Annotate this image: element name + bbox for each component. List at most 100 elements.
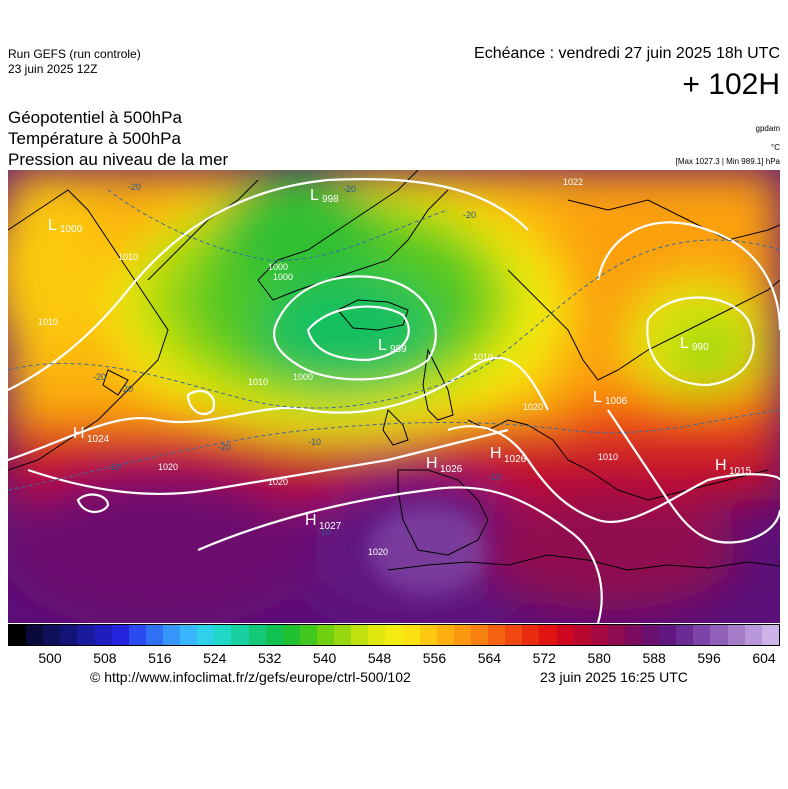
svg-text:H: H <box>426 455 438 472</box>
isobar-label: 1000 <box>273 272 293 282</box>
isobar-label: 1022 <box>563 177 583 187</box>
colorbar-swatch <box>197 625 215 645</box>
svg-text:998: 998 <box>322 194 339 205</box>
isobar-label: 1000 <box>268 262 288 272</box>
colorbar-tick-label: 596 <box>697 650 721 666</box>
colorbar-swatch <box>710 625 728 645</box>
isobar-label: 1020 <box>268 477 288 487</box>
svg-text:H: H <box>305 512 317 529</box>
svg-text:L: L <box>378 337 387 354</box>
colorbar-swatch <box>744 625 762 645</box>
temp-label: -10 <box>308 437 321 447</box>
colorbar-swatch <box>111 625 129 645</box>
temp-label: -20 <box>343 184 356 194</box>
colorbar-swatch <box>693 625 711 645</box>
colorbar-swatch <box>505 625 523 645</box>
colorbar-swatch <box>385 625 403 645</box>
colorbar-tick-label: 500 <box>38 650 62 666</box>
svg-text:1006: 1006 <box>605 396 628 407</box>
temp-label: -10 <box>318 527 331 537</box>
colorbar <box>8 624 780 646</box>
svg-text:H: H <box>715 457 727 474</box>
svg-text:990: 990 <box>692 342 709 353</box>
temp-label: -20 <box>218 442 231 452</box>
colorbar-swatch <box>231 625 249 645</box>
colorbar-swatch <box>60 625 78 645</box>
colorbar-swatch <box>128 625 146 645</box>
high-center: H 1026 <box>490 445 527 465</box>
low-center: L 1000 <box>48 217 83 235</box>
colorbar-swatch <box>539 625 557 645</box>
isobar-label: 1010 <box>598 452 618 462</box>
isobar-label: 1010 <box>473 352 493 362</box>
temp-label: -20 <box>120 384 133 394</box>
run-date: 23 juin 2025 12Z <box>8 62 98 76</box>
svg-text:L: L <box>310 187 319 204</box>
unit-gpdam: gpdam <box>755 124 780 133</box>
colorbar-swatch <box>316 625 335 645</box>
colorbar-tick-label: 604 <box>752 650 776 666</box>
colorbar-swatch <box>299 625 317 645</box>
pressure-range: [Max 1027.3 | Min 989.1] hPa <box>675 157 780 166</box>
colorbar-swatch <box>727 625 745 645</box>
colorbar-swatch <box>282 625 300 645</box>
unit-celsius: °C <box>771 143 780 152</box>
colorbar-tick-label: 564 <box>477 650 502 666</box>
title-pressure: Pression au niveau de la mer <box>8 150 229 169</box>
svg-text:1026: 1026 <box>440 464 463 475</box>
colorbar-swatch <box>470 625 489 645</box>
weather-map: 1010 1000 1010 1000 1020 1020 1020 1010 … <box>8 170 780 623</box>
high-center: H 1027 <box>305 512 342 532</box>
svg-text:H: H <box>73 425 85 442</box>
colorbar-swatch <box>659 625 677 645</box>
colorbar-swatch <box>180 625 198 645</box>
temp-label: -10 <box>108 462 121 472</box>
high-center: H 1024 <box>73 425 110 445</box>
isobar-label: 1000 <box>293 372 313 382</box>
colorbar-swatch <box>368 625 386 645</box>
colorbar-swatch <box>9 625 27 645</box>
colorbar-swatch <box>607 625 625 645</box>
svg-text:1027: 1027 <box>319 521 342 532</box>
low-center: L 998 <box>310 187 339 205</box>
colorbar-swatch <box>43 625 61 645</box>
source-credit: © http://www.infoclimat.fr/z/gefs/europe… <box>90 669 411 685</box>
low-center: L 1006 <box>593 389 628 407</box>
temp-label: -20 <box>128 182 141 192</box>
colorbar-tick-label: 588 <box>642 650 666 666</box>
pressure-centers: L 1000 L 998 L 989 L 990 L 1006 H 1024 H 1026 H… <box>48 187 752 532</box>
temp-labels: -20 -20 -20 -20 -20 -10 -10 -10 -20 -10 <box>93 182 501 537</box>
svg-text:1026: 1026 <box>504 454 527 465</box>
colorbar-tick-label: 540 <box>312 650 337 666</box>
echeance-label: Echéance : vendredi 27 juin 2025 18h UTC <box>474 45 780 62</box>
svg-text:L: L <box>680 335 689 352</box>
title-temperature: Température à 500hPa <box>8 129 181 148</box>
colorbar-swatch <box>522 625 540 645</box>
colorbar-swatch <box>488 625 506 645</box>
isobar-label: 1020 <box>523 402 543 412</box>
svg-text:H: H <box>490 445 502 462</box>
colorbar-swatch <box>436 625 454 645</box>
colorbar-tick-label: 556 <box>422 650 447 666</box>
isobar-labels: 1010 1000 1010 1000 1020 1020 1020 1010 … <box>38 177 618 557</box>
map-svg: 1010 1000 1010 1000 1020 1020 1020 1010 … <box>8 170 780 623</box>
colorbar-swatch <box>26 625 44 645</box>
colorbar-tick-label: 572 <box>532 650 556 666</box>
colorbar-swatch <box>590 625 608 645</box>
colorbar-swatch <box>676 625 694 645</box>
colorbar-swatch <box>624 625 643 645</box>
colorbar-swatch <box>761 625 779 645</box>
high-center: H 1026 <box>426 455 463 475</box>
colorbar-swatch <box>642 625 660 645</box>
colorbar-tick-label: 580 <box>587 650 611 666</box>
colorbar-swatch <box>419 625 437 645</box>
isobar-label: 1010 <box>248 377 268 387</box>
isobar-label: 1010 <box>118 252 138 262</box>
title-geopotential: Géopotentiel à 500hPa <box>8 108 182 127</box>
colorbar-swatch <box>145 625 163 645</box>
generated-time: 23 juin 2025 16:25 UTC <box>540 669 688 685</box>
isobar-label: 1010 <box>38 317 58 327</box>
lead-time: + 102H <box>682 68 780 101</box>
colorbar-swatch <box>402 625 420 645</box>
colorbar-tick-label: 548 <box>367 650 392 666</box>
